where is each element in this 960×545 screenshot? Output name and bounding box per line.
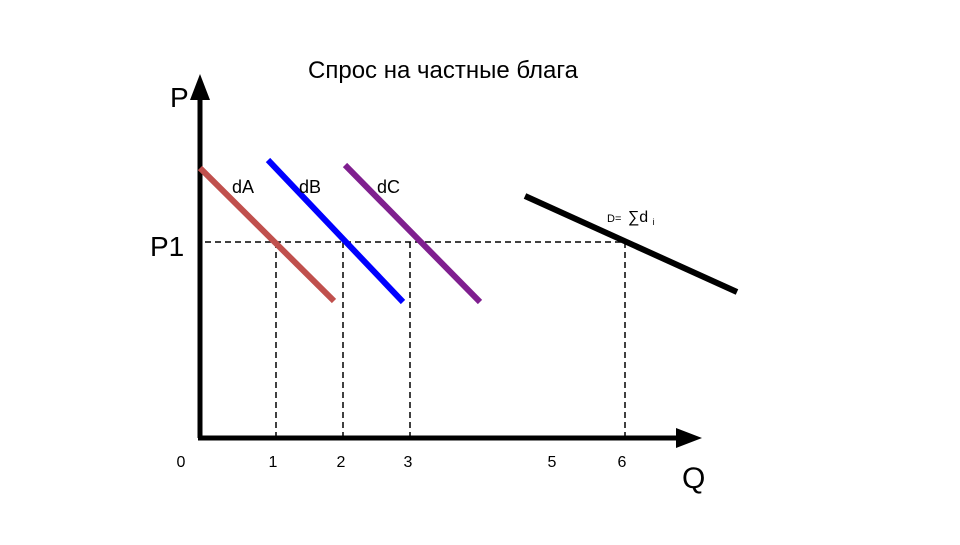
curve-label: dA [232,177,254,197]
demand-curve-c [342,162,483,305]
market-demand-curve [523,193,739,295]
demand-curve-a [197,165,337,304]
curve-label: dB [299,177,321,197]
y-axis-label: P [170,82,189,113]
price-level-label: P1 [150,231,184,262]
curve-label: dC [377,177,400,197]
x-tick-label: 3 [404,454,413,471]
demand-curve-b [265,157,406,305]
x-tick-label: 2 [337,454,346,471]
x-tick-label: 6 [618,454,627,471]
y-axis-arrow [190,74,210,100]
title: Спрос на частные блага [308,57,579,84]
x-axis-label: Q [682,462,705,495]
x-axis-arrow [676,428,702,448]
label-sub: i [653,217,655,227]
label-prefix: D= [607,213,621,225]
label-main: ∑d [628,209,648,226]
x-tick-label: 1 [269,454,278,471]
x-tick-label: 0 [177,454,186,471]
curve-label: D= ∑d i [607,209,655,227]
x-tick-label: 5 [548,454,557,471]
